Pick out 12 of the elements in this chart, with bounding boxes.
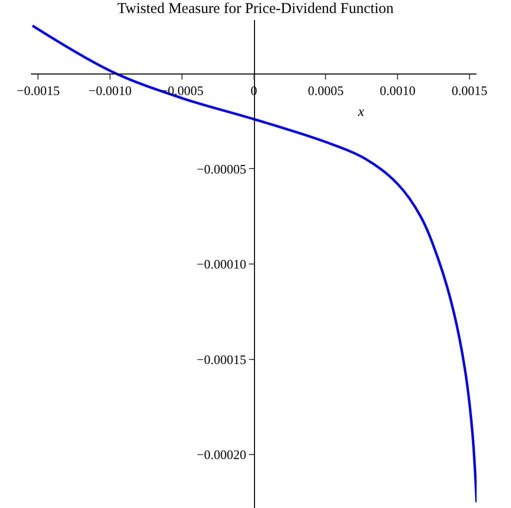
y-tick-label: −0.00010 [196,256,246,272]
x-tick-label: −0.0005 [160,82,204,98]
x-axis-title: x [357,105,365,120]
x-tick-label: 0.0015 [452,82,488,98]
x-tick-label: 0.0010 [380,82,416,98]
x-tick-label: −0.0010 [88,82,132,98]
x-tick-label: 0.0005 [308,82,344,98]
y-tick-label: −0.00015 [196,352,246,367]
x-tick-label: −0.0015 [16,82,60,98]
chart-title: Twisted Measure for Price-Dividend Function [117,1,394,18]
y-tick-label: −0.00005 [196,161,246,176]
y-tick-label: −0.00020 [196,447,246,462]
